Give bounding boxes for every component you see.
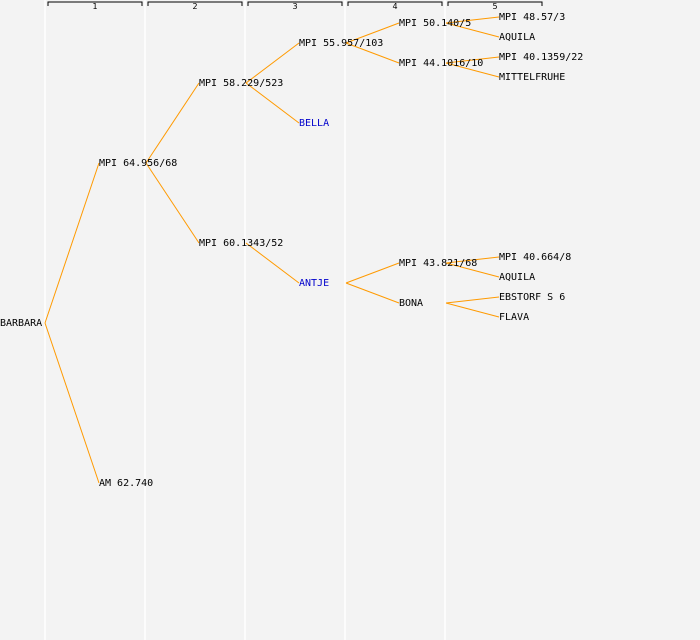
pedigree-node-n1[interactable]: MPI 64.956/68 (99, 158, 177, 169)
pedigree-node-n18[interactable]: EBSTORF S 6 (499, 292, 565, 303)
pedigree-node-n9[interactable]: MPI 44.1016/10 (399, 58, 483, 69)
generation-bracket (447, 1, 543, 6)
pedigree-node-n3[interactable]: MPI 58.229/523 (199, 78, 283, 89)
pedigree-node-n12[interactable]: MPI 48.57/3 (499, 12, 565, 23)
pedigree-edge (445, 296, 500, 304)
pedigree-edges (44, 16, 500, 484)
pedigree-edge (445, 56, 500, 64)
pedigree-edge (445, 16, 500, 24)
pedigree-edge (445, 22, 500, 38)
generation-bracket (147, 1, 243, 6)
pedigree-node-n7[interactable]: ANTJE (299, 278, 329, 289)
pedigree-edge (445, 302, 500, 318)
pedigree-nodes: BARBARA MPI 64.956/68 AM 62.740 MPI 58.229/… (0, 12, 583, 489)
generation-label: 3 (292, 2, 297, 11)
pedigree-edge (145, 162, 200, 244)
pedigree-edge (345, 42, 400, 64)
pedigree-edge (44, 322, 100, 484)
pedigree-node-n2[interactable]: AM 62.740 (99, 478, 153, 489)
pedigree-node-n19[interactable]: FLAVA (499, 312, 529, 323)
generation-bracket (347, 1, 443, 6)
pedigree-edge (345, 262, 400, 284)
pedigree-node-n13[interactable]: AQUILA (499, 32, 535, 43)
pedigree-node-n16[interactable]: MPI 40.664/8 (499, 252, 571, 263)
pedigree-node-n0[interactable]: BARBARA (0, 318, 42, 329)
generation-label: 4 (392, 2, 397, 11)
pedigree-node-n8[interactable]: MPI 50.140/5 (399, 18, 471, 29)
generation-label: 1 (92, 2, 97, 11)
pedigree-edge (445, 262, 500, 278)
generation-label: 5 (492, 2, 497, 11)
pedigree-node-n6[interactable]: BELLA (299, 118, 329, 129)
pedigree-edge (245, 82, 300, 124)
pedigree-edge (145, 82, 200, 164)
pedigree-edge (345, 22, 400, 44)
pedigree-edge (44, 162, 100, 324)
pedigree-edge (245, 242, 300, 284)
pedigree-edge (445, 62, 500, 78)
pedigree-node-n15[interactable]: MITTELFRUHE (499, 72, 565, 83)
pedigree-node-n4[interactable]: MPI 60.1343/52 (199, 238, 283, 249)
pedigree-node-n10[interactable]: MPI 43.821/68 (399, 258, 477, 269)
generation-columns: 1 2 3 4 5 (44, 0, 543, 640)
pedigree-node-n11[interactable]: BONA (399, 298, 423, 309)
generation-bracket (47, 1, 143, 6)
generation-label: 2 (192, 2, 197, 11)
pedigree-node-n14[interactable]: MPI 40.1359/22 (499, 52, 583, 63)
generation-bracket (247, 1, 343, 6)
pedigree-node-n17[interactable]: AQUILA (499, 272, 535, 283)
pedigree-node-n5[interactable]: MPI 55.957/103 (299, 38, 383, 49)
pedigree-edge (245, 42, 300, 84)
pedigree-edge (445, 256, 500, 264)
pedigree-edge (345, 282, 400, 304)
